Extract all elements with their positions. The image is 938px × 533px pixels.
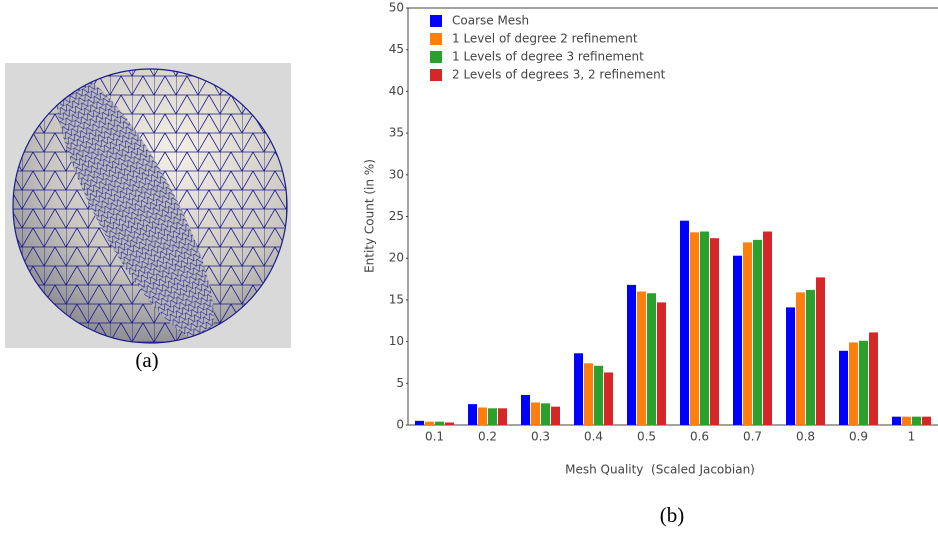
y-tick-label: 25 xyxy=(389,209,404,223)
bar xyxy=(594,366,603,425)
bar xyxy=(753,240,762,425)
bar xyxy=(922,417,931,425)
bar xyxy=(743,242,752,425)
figure: (a) (b) Mesh Quality (Scaled Jacobian) E… xyxy=(0,0,938,533)
bar xyxy=(763,232,772,425)
legend-swatch xyxy=(430,33,442,45)
caption-a: (a) xyxy=(135,348,158,372)
sphere-image xyxy=(0,55,300,360)
bar xyxy=(531,402,540,425)
x-tick-label: 0.6 xyxy=(690,430,709,444)
bar xyxy=(700,232,709,425)
bar xyxy=(468,404,477,425)
x-tick-label: 0.4 xyxy=(584,430,603,444)
bar xyxy=(657,302,666,425)
bar xyxy=(902,417,911,425)
x-tick-label: 0.5 xyxy=(637,430,656,444)
x-tick-label: 0.7 xyxy=(743,430,762,444)
y-tick-label: 10 xyxy=(389,334,404,348)
legend-swatch xyxy=(430,51,442,63)
legend-swatch xyxy=(430,15,442,27)
bar xyxy=(584,363,593,425)
y-tick-label: 5 xyxy=(396,376,404,390)
bar xyxy=(498,408,507,425)
bar xyxy=(892,417,901,425)
x-tick-label: 1 xyxy=(908,430,916,444)
bar xyxy=(445,422,454,425)
bar xyxy=(806,290,815,425)
bar xyxy=(647,293,656,425)
legend-swatch xyxy=(430,69,442,81)
bar xyxy=(839,351,848,425)
x-tick-label: 0.1 xyxy=(425,430,444,444)
x-tick-label: 0.3 xyxy=(531,430,550,444)
bar xyxy=(733,256,742,425)
bar xyxy=(521,395,530,425)
y-tick-label: 30 xyxy=(389,167,404,181)
bar xyxy=(415,421,424,425)
x-tick-label: 0.9 xyxy=(849,430,868,444)
bar xyxy=(637,292,646,425)
bar xyxy=(859,341,868,425)
y-axis-title: Entity Count (in %) xyxy=(363,159,377,273)
y-tick-label: 40 xyxy=(389,84,404,98)
legend-label: Coarse Mesh xyxy=(452,14,529,28)
bar xyxy=(478,407,487,425)
y-tick-label: 20 xyxy=(389,251,404,265)
bar xyxy=(627,285,636,425)
bar xyxy=(574,353,583,425)
bar xyxy=(604,372,613,425)
x-axis-title: Mesh Quality (Scaled Jacobian) xyxy=(565,463,755,477)
bar xyxy=(912,417,921,425)
x-tick-label: 0.8 xyxy=(796,430,815,444)
x-tick-label: 0.2 xyxy=(478,430,497,444)
caption-b: (b) xyxy=(660,503,685,527)
y-tick-label: 0 xyxy=(396,418,404,432)
y-tick-label: 15 xyxy=(389,292,404,306)
bar xyxy=(551,407,560,425)
legend-label: 1 Levels of degree 3 refinement xyxy=(452,50,644,64)
bar xyxy=(435,422,444,425)
legend-label: 2 Levels of degrees 3, 2 refinement xyxy=(452,68,666,82)
y-tick-label: 50 xyxy=(389,1,404,15)
bar xyxy=(425,422,434,425)
bar xyxy=(488,408,497,425)
bar xyxy=(690,232,699,425)
bar xyxy=(816,277,825,425)
bar xyxy=(796,292,805,425)
bar xyxy=(869,332,878,425)
y-tick-label: 45 xyxy=(389,42,404,56)
bar xyxy=(849,342,858,425)
bar xyxy=(786,307,795,425)
y-tick-label: 35 xyxy=(389,126,404,140)
bar xyxy=(680,221,689,425)
bar xyxy=(541,403,550,425)
bar xyxy=(710,238,719,425)
legend-label: 1 Level of degree 2 refinement xyxy=(452,32,638,46)
